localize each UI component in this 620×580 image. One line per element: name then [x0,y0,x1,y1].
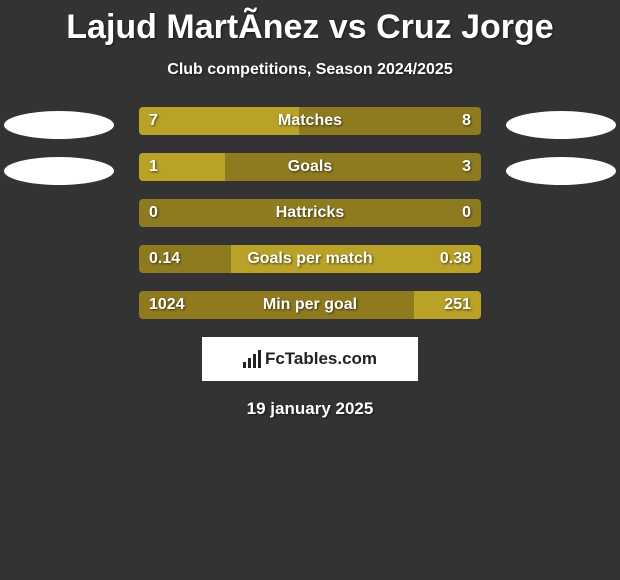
logo-text: FcTables.com [265,349,377,369]
comparison-chart: 7Matches8 1Goals3 0Hattricks0 0.14Goals per… [0,107,620,319]
source-logo: FcTables.com [202,337,418,381]
date-text: 19 january 2025 [0,399,620,419]
page-title: Lajud MartÃnez vs Cruz Jorge [0,0,620,47]
stat-row: 0Hattricks0 [139,199,481,227]
stat-row: 1024Min per goal251 [139,291,481,319]
stat-value-right: 0 [462,199,471,227]
stat-label: Goals [139,153,481,181]
avatar-left-1 [4,111,114,139]
stat-label: Matches [139,107,481,135]
stat-value-right: 3 [462,153,471,181]
stat-value-right: 251 [444,291,471,319]
stat-row: 7Matches8 [139,107,481,135]
stat-value-right: 8 [462,107,471,135]
stat-label: Goals per match [139,245,481,273]
page-subtitle: Club competitions, Season 2024/2025 [0,61,620,79]
avatar-right-1 [506,111,616,139]
stat-label: Min per goal [139,291,481,319]
barchart-icon [243,350,261,368]
stat-row: 1Goals3 [139,153,481,181]
stat-label: Hattricks [139,199,481,227]
stat-row: 0.14Goals per match0.38 [139,245,481,273]
avatar-right-2 [506,157,616,185]
stat-value-right: 0.38 [440,245,471,273]
avatar-left-2 [4,157,114,185]
